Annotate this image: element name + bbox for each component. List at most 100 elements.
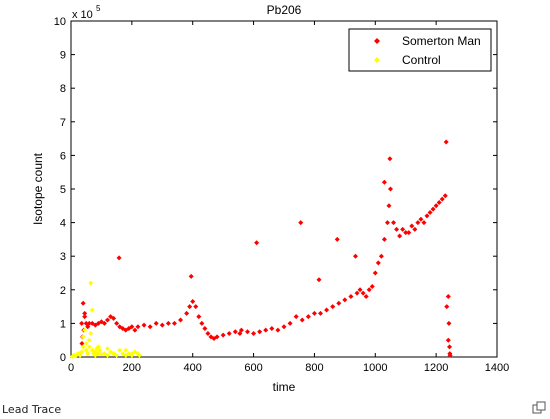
x-tick-label: 0 [68,362,74,374]
data-point [360,290,366,296]
data-point [330,304,336,310]
data-point [263,327,269,333]
y-tick-label: 2 [60,285,66,297]
data-point [372,270,378,276]
data-point [205,330,211,336]
data-point [190,299,196,305]
data-point [424,213,430,219]
data-point [384,220,390,226]
data-point [95,344,101,350]
data-point [80,300,86,306]
data-point [433,203,439,209]
y-tick-label: 5 [60,184,66,196]
data-point [397,233,403,239]
data-point [136,352,142,358]
x-tick-label: 1200 [424,362,448,374]
y-tick-label: 8 [60,83,66,95]
data-point [86,344,92,350]
data-point [412,226,418,232]
data-point [79,320,85,326]
data-point [381,179,387,185]
data-point [196,314,202,320]
data-point [269,325,275,331]
enlarge-icon[interactable] [532,401,546,415]
data-point [275,327,281,333]
data-point [436,199,442,205]
data-point [387,156,393,162]
data-point [293,314,299,320]
data-point [116,255,122,261]
data-point [421,220,427,226]
data-point [427,210,433,216]
y-tick-label: 10 [54,16,66,28]
figure-caption: Lead Trace [2,403,62,416]
data-point [342,297,348,303]
data-point [353,253,359,259]
data-point [105,346,111,352]
data-point [386,203,392,209]
data-point [220,332,226,338]
data-point [165,320,171,326]
data-point [378,253,384,259]
y-tick-label: 7 [60,117,66,129]
legend-label-control: Control [402,53,441,67]
data-point [244,329,250,335]
data-point [80,344,86,350]
data-point [111,315,117,321]
y-tick-label: 0 [60,352,66,364]
x-tick-label: 400 [184,362,202,374]
data-point [446,320,452,326]
data-point [442,193,448,199]
data-point [357,287,363,293]
data-point [298,220,304,226]
data-point [178,317,184,323]
data-point [188,273,194,279]
data-point [251,330,257,336]
data-point [363,294,369,300]
legend-box [348,28,492,72]
data-point [336,300,342,306]
data-point [447,352,453,358]
x-tick-label: 1000 [363,362,387,374]
data-point [123,347,129,353]
data-point [89,307,95,313]
data-point [305,314,311,320]
chart-title: Pb206 [267,3,302,17]
data-point [281,324,287,330]
x-tick-label: 200 [123,362,141,374]
data-point [257,329,263,335]
data-point [88,330,94,336]
data-point [354,290,360,296]
x-tick-label: 600 [244,362,262,374]
data-point [117,347,123,353]
axis-ticks: 0 200 400 600 800 1000 1200 1400 0 1 2 3 4 5 6 7 8 9 10 [54,16,509,374]
y-tick-label: 6 [60,150,66,162]
data-point [232,329,238,335]
data-point [105,352,111,358]
legend-label-somerton: Somerton Man [402,34,481,48]
data-point [430,206,436,212]
data-point [86,337,92,343]
data-point [193,304,199,310]
data-point [199,320,205,326]
data-point [409,223,415,229]
data-point [445,294,451,300]
data-point [237,330,243,336]
data-series [70,139,453,359]
data-point [111,351,117,357]
y-multiplier-exponent: 5 [96,4,101,13]
data-point [299,317,305,323]
data-point [403,230,409,236]
data-point [202,325,208,331]
data-point [135,324,141,330]
data-point [348,294,354,300]
data-point [88,280,94,286]
data-point [83,341,89,347]
series-control [70,280,142,359]
data-point [184,310,190,316]
plot-area [70,20,498,358]
x-axis-label: time [273,380,296,394]
y-tick-label: 1 [60,318,66,330]
data-point [318,310,324,316]
data-point [445,337,451,343]
